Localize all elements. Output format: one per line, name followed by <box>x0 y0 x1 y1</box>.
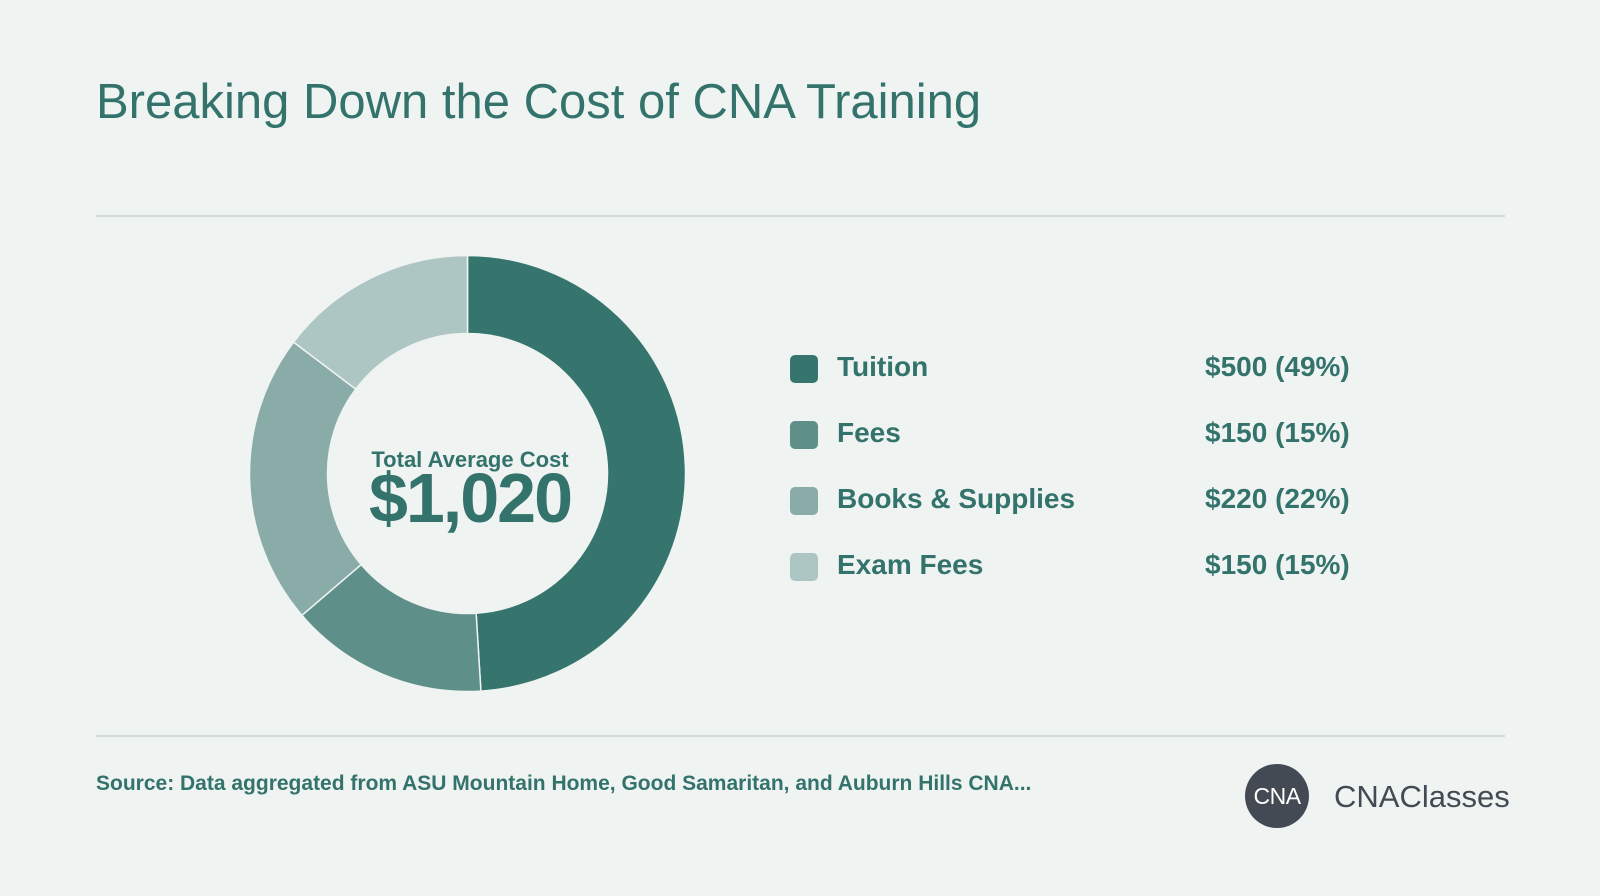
legend-value: $500 (49%) <box>1205 351 1350 382</box>
legend-value: $150 (15%) <box>1205 417 1350 448</box>
legend-label: Tuition <box>837 351 929 382</box>
legend-swatch-tuition <box>790 355 818 383</box>
legend-swatch-books-supplies <box>790 487 818 515</box>
legend-swatch-exam-fees <box>790 553 818 581</box>
legend-item-fees: Fees $150 (15%) <box>790 411 1350 477</box>
donut-slice-exam-fees <box>292 254 469 391</box>
legend-item-exam-fees: Exam Fees $150 (15%) <box>790 543 1350 609</box>
brand-logo-text: CNAClasses <box>1334 779 1510 814</box>
legend-value: $150 (15%) <box>1205 549 1350 580</box>
brand-logo-badge: CNA <box>1245 764 1309 828</box>
total-cost-label: Total Average Cost <box>371 447 569 472</box>
legend-label: Books & Supplies <box>837 483 1076 514</box>
legend-label: Exam Fees <box>837 549 984 580</box>
page-title: Breaking Down the Cost of CNA Training <box>96 75 982 129</box>
legend-label: Fees <box>837 417 901 448</box>
chart-legend: Tuition $500 (49%) Fees $150 (15%) Books… <box>790 345 1350 609</box>
legend-value: $220 (22%) <box>1205 483 1350 514</box>
top-divider <box>96 215 1505 217</box>
legend-swatch-fees <box>790 421 818 449</box>
donut-chart <box>248 254 687 693</box>
total-cost-value: $1,020 <box>368 459 573 537</box>
legend-item-books-supplies: Books & Supplies $220 (22%) <box>790 477 1350 543</box>
source-note: Source: Data aggregated from ASU Mountai… <box>96 772 1032 795</box>
donut-slice-tuition <box>466 254 687 692</box>
legend-item-tuition: Tuition $500 (49%) <box>790 345 1350 411</box>
bottom-divider <box>96 735 1505 737</box>
donut-slice-books-supplies <box>248 341 363 617</box>
